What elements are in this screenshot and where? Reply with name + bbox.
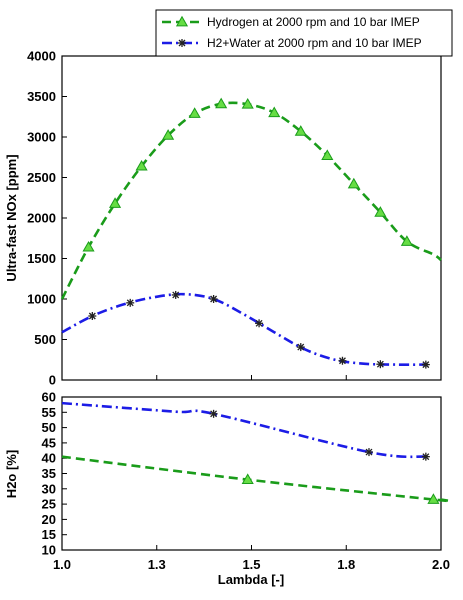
top-series-line-1 xyxy=(61,292,426,366)
legend-marker-glyph xyxy=(175,15,189,27)
legend: Hydrogen at 2000 rpm and 10 bar IMEP H2+… xyxy=(155,9,453,57)
bottom-y-tick-label: 50 xyxy=(42,420,56,435)
top-y-tick-label: 1000 xyxy=(27,292,56,307)
top-data-point xyxy=(241,97,254,109)
bottom-y-tick-label: 10 xyxy=(42,543,56,558)
bottom-y-tick-label: 45 xyxy=(42,435,56,450)
bottom-data-point xyxy=(209,409,218,418)
top-data-point xyxy=(347,177,360,189)
legend-label-h2-water: H2+Water at 2000 rpm and 10 bar IMEP xyxy=(207,36,422,50)
top-series-line-0 xyxy=(60,101,442,300)
legend-marker-hydrogen xyxy=(175,15,189,27)
bottom-data-point xyxy=(421,452,430,461)
top-data-point xyxy=(400,235,413,246)
top-data-point xyxy=(162,129,175,140)
x-tick-label: 1.0 xyxy=(53,557,71,572)
bottom-data-point xyxy=(364,448,373,457)
bottom-y-tick-label: 15 xyxy=(42,527,56,542)
top-data-point xyxy=(255,319,264,328)
top-y-tick-label: 3000 xyxy=(27,130,56,145)
x-tick-label: 1.3 xyxy=(148,557,166,572)
legend-label-hydrogen: Hydrogen at 2000 rpm and 10 bar IMEP xyxy=(207,15,420,29)
top-data-point xyxy=(126,298,135,307)
bottom-y-tick-label: 20 xyxy=(42,512,56,527)
top-y-tick-label: 0 xyxy=(49,373,56,388)
bottom-plot-frame xyxy=(61,396,442,551)
bottom-series-line-0 xyxy=(61,401,426,459)
top-data-point xyxy=(88,312,97,321)
bottom-series-group xyxy=(61,401,451,504)
top-y-tick-label: 2000 xyxy=(27,211,56,226)
bottom-y-axis-label: H2o [%] xyxy=(4,450,19,498)
top-y-tick-label: 2500 xyxy=(27,170,56,185)
bottom-y-tick-label: 55 xyxy=(42,405,56,420)
top-y-tick-label: 1500 xyxy=(27,251,56,266)
x-tick-label: 1.8 xyxy=(337,557,355,572)
bottom-y-tick-label: 60 xyxy=(42,390,56,405)
legend-marker-glyph xyxy=(178,39,186,47)
top-y-ticks: 0 500 1000 1500 2000 2500 3000 3500 4000 xyxy=(27,49,67,388)
bottom-y-tick-label: 40 xyxy=(42,451,56,466)
top-y-axis-label: Ultra-fast NOx [ppm] xyxy=(4,154,19,281)
bottom-y-tick-label: 25 xyxy=(42,497,56,512)
top-data-point xyxy=(294,125,307,136)
x-axis-label: Lambda [-] xyxy=(218,572,284,587)
x-tick-label: 1.5 xyxy=(242,557,260,572)
bottom-data-point xyxy=(241,473,254,485)
top-data-point xyxy=(215,97,228,109)
bottom-y-tick-label: 35 xyxy=(42,466,56,481)
x-tick-label: 2.0 xyxy=(432,557,450,572)
x-ticks: 1.0 1.3 1.5 1.8 2.0 xyxy=(53,375,450,572)
top-data-point xyxy=(296,343,305,352)
top-data-point xyxy=(82,240,95,252)
top-y-tick-label: 500 xyxy=(34,332,56,347)
top-data-point xyxy=(374,206,387,217)
legend-marker-h2-water xyxy=(178,39,186,47)
top-data-point xyxy=(171,290,180,299)
top-data-point xyxy=(268,106,281,118)
top-data-point xyxy=(209,295,218,303)
top-data-point xyxy=(421,360,430,369)
legend-box xyxy=(155,9,453,57)
top-y-tick-label: 3500 xyxy=(27,89,56,104)
top-data-point xyxy=(338,356,347,365)
bottom-y-tick-label: 30 xyxy=(42,481,56,496)
top-series-group xyxy=(60,97,442,369)
top-data-point xyxy=(135,159,148,171)
bottom-data-point xyxy=(427,493,440,504)
top-y-tick-label: 4000 xyxy=(27,49,56,64)
top-data-point xyxy=(188,107,201,118)
top-data-point xyxy=(321,149,334,161)
bottom-series-line-1 xyxy=(61,455,451,503)
top-data-point xyxy=(376,360,385,369)
top-data-point xyxy=(108,197,122,208)
